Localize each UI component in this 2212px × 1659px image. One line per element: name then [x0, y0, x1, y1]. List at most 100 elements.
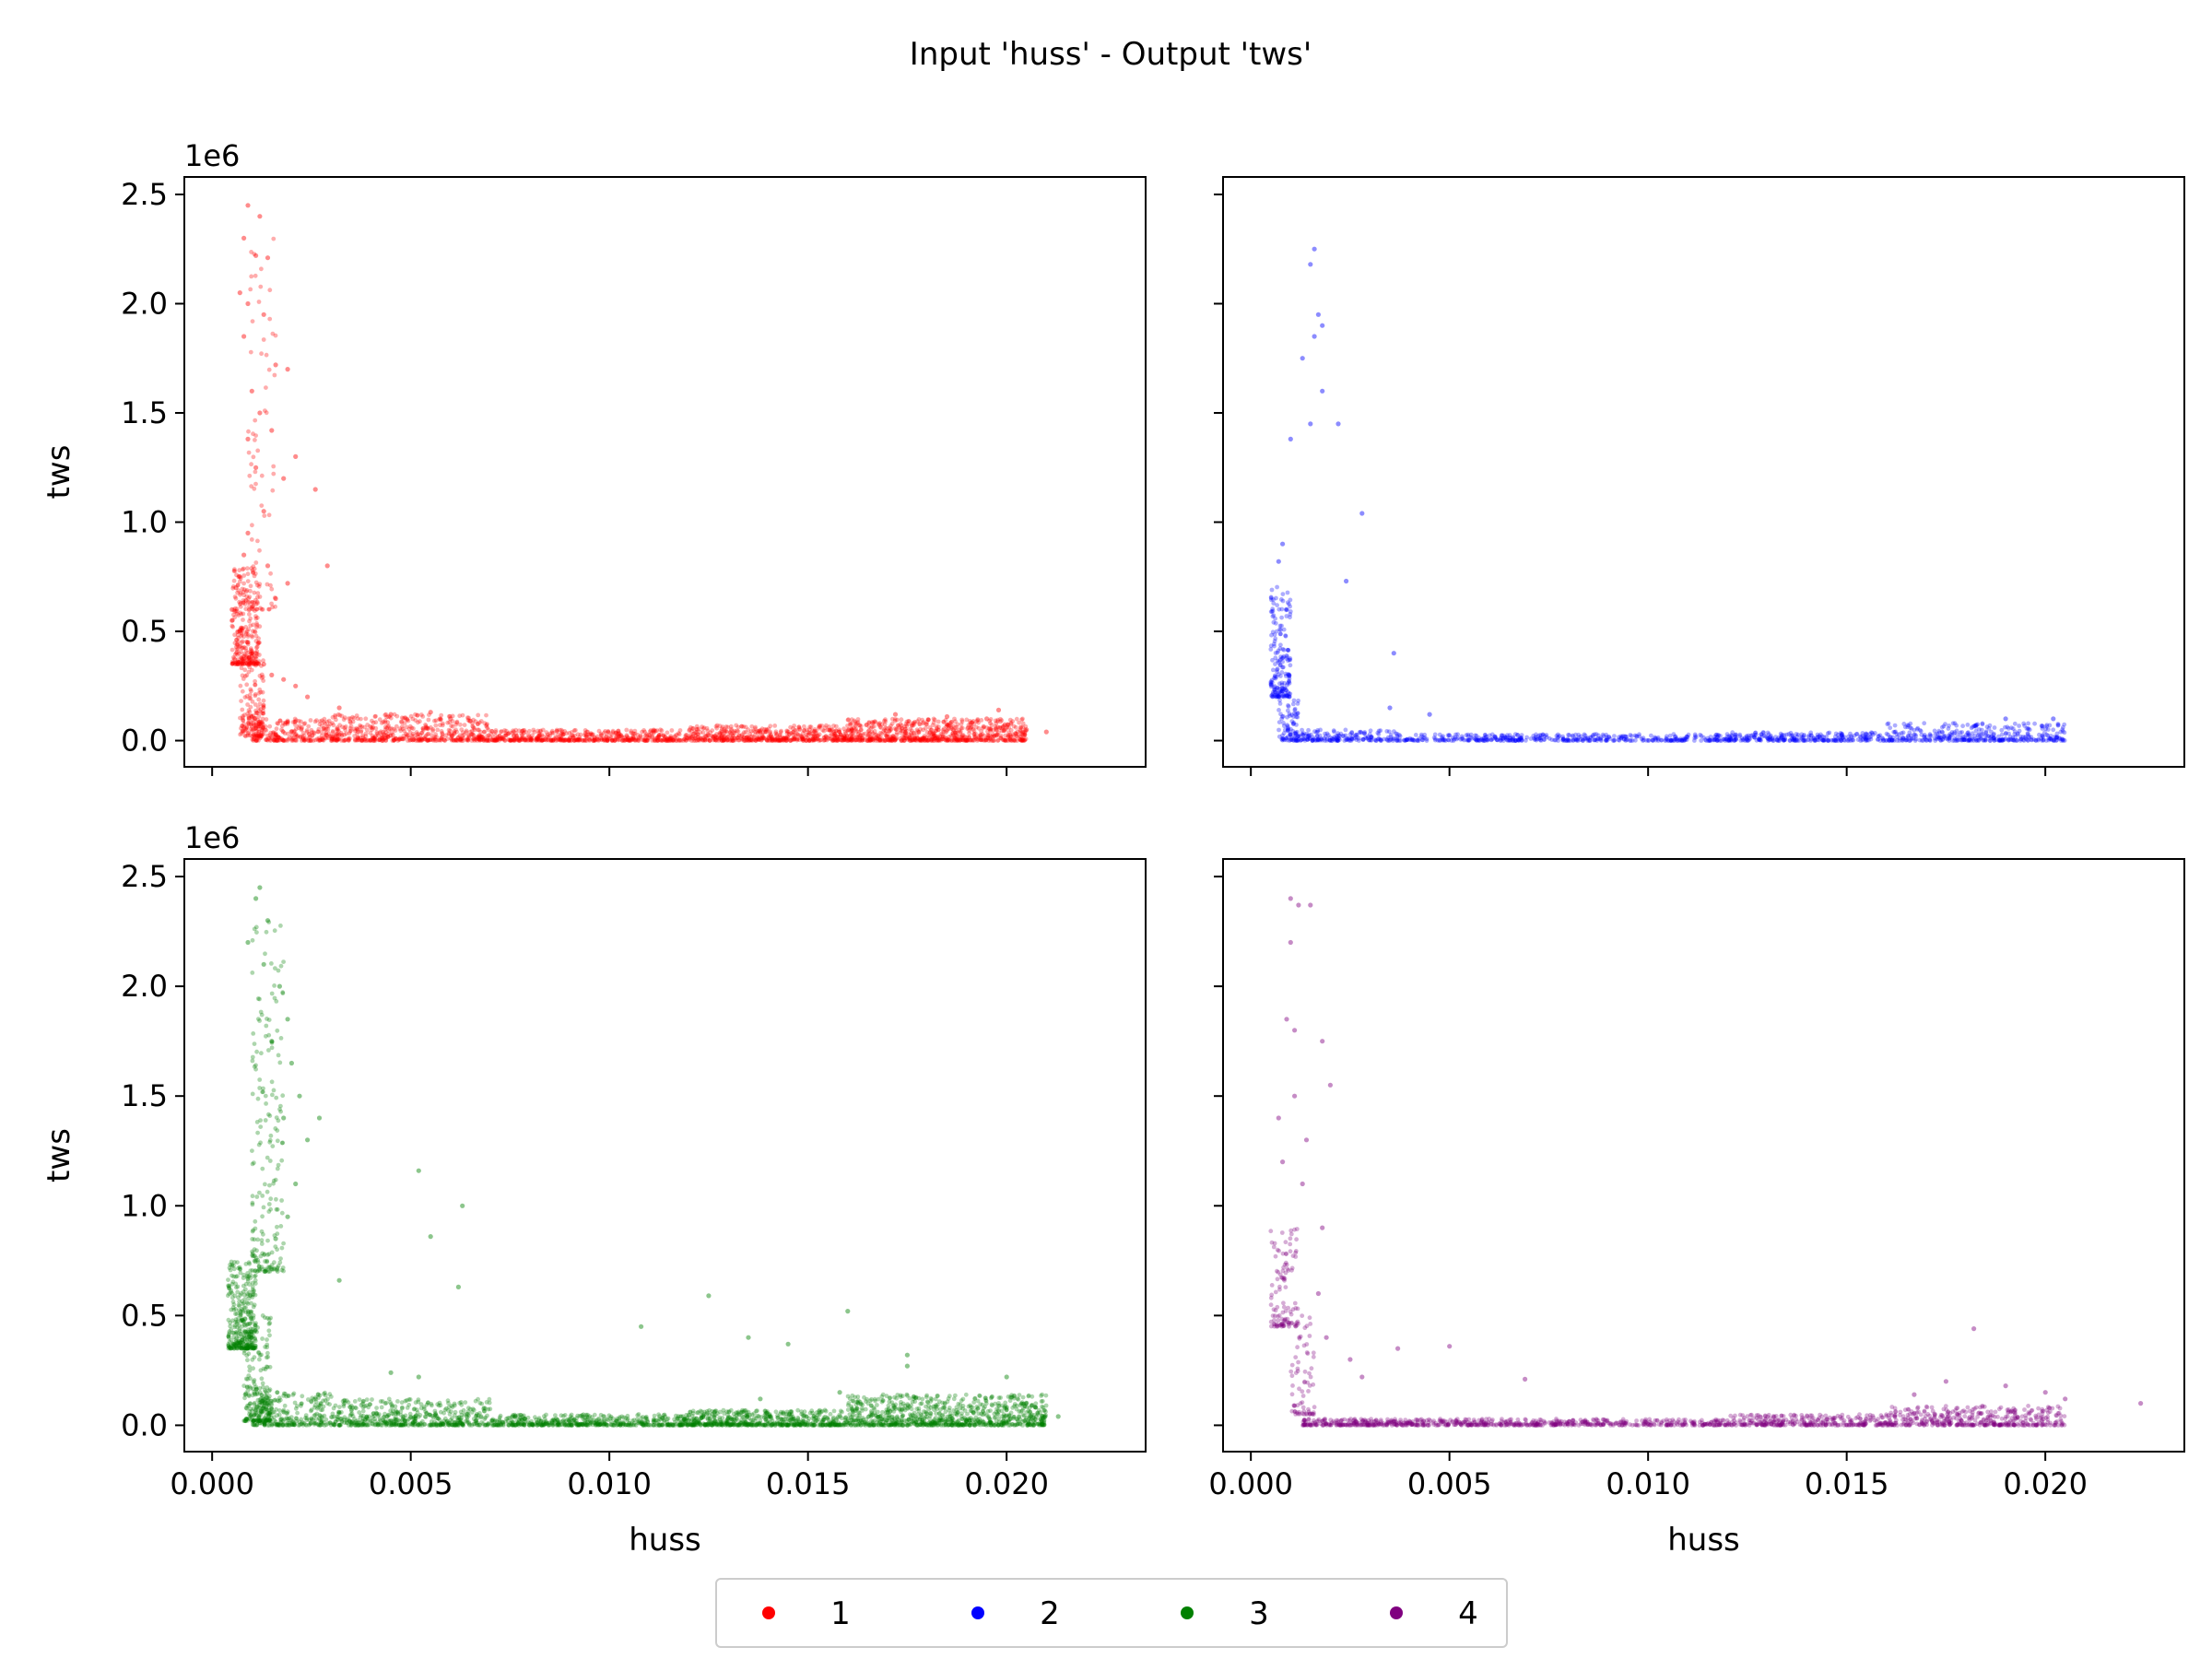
- data-point: [1596, 733, 1601, 738]
- data-point: [1899, 731, 1904, 735]
- data-point: [250, 605, 255, 609]
- data-point: [259, 266, 264, 272]
- data-point: [730, 738, 735, 743]
- data-point: [665, 730, 670, 735]
- data-point: [404, 731, 408, 736]
- data-point: [773, 731, 779, 735]
- data-point: [1347, 732, 1353, 737]
- data-point: [237, 662, 242, 666]
- data-point: [241, 652, 247, 656]
- data-point: [232, 569, 238, 573]
- data-point: [1936, 735, 1941, 740]
- data-point: [253, 663, 258, 668]
- data-point: [1318, 727, 1323, 733]
- data-point: [1699, 738, 1704, 743]
- data-point: [242, 695, 248, 700]
- data-point: [902, 731, 907, 736]
- data-point: [1927, 732, 1933, 737]
- data-point: [244, 661, 249, 665]
- data-point: [244, 724, 250, 729]
- data-point: [476, 727, 480, 733]
- data-point: [260, 675, 265, 679]
- data-point: [240, 662, 245, 666]
- data-point: [244, 657, 250, 663]
- data-point: [250, 699, 255, 704]
- y-tick-label: 2.0: [121, 286, 168, 321]
- data-point: [562, 737, 568, 743]
- data-point: [264, 717, 269, 722]
- data-point: [247, 733, 253, 738]
- data-point: [249, 688, 253, 694]
- data-point: [230, 1300, 236, 1304]
- data-point: [1892, 723, 1898, 728]
- data-point: [277, 718, 283, 724]
- data-point: [1277, 734, 1282, 739]
- data-point: [240, 626, 244, 631]
- data-point: [251, 656, 256, 661]
- data-point: [1947, 724, 1952, 728]
- data-point: [1949, 733, 1954, 737]
- data-point: [1492, 735, 1498, 739]
- data-point: [226, 1342, 231, 1347]
- data-point: [711, 737, 716, 743]
- data-point: [269, 601, 274, 606]
- data-point: [1020, 716, 1025, 722]
- data-point: [249, 661, 254, 666]
- data-point: [377, 737, 382, 742]
- data-point: [365, 727, 370, 733]
- data-point: [237, 629, 242, 634]
- data-point: [230, 1295, 235, 1300]
- data-point: [1277, 631, 1283, 637]
- data-point: [1013, 724, 1018, 730]
- data-point: [280, 729, 286, 734]
- data-point: [252, 723, 256, 728]
- data-point: [264, 352, 269, 358]
- data-point: [268, 738, 273, 743]
- data-point: [241, 656, 246, 662]
- data-point: [253, 616, 259, 621]
- data-point: [239, 625, 244, 630]
- data-point: [1917, 727, 1923, 733]
- data-point: [249, 653, 254, 658]
- data-point: [1284, 606, 1288, 612]
- data-point: [240, 586, 245, 592]
- data-point: [267, 288, 273, 293]
- data-point: [1291, 698, 1297, 703]
- data-point: [310, 734, 315, 739]
- data-point: [239, 612, 243, 617]
- data-point: [247, 1368, 253, 1373]
- data-point: [824, 735, 830, 740]
- data-point: [276, 738, 281, 743]
- data-point: [242, 602, 248, 606]
- data-point: [2050, 737, 2054, 743]
- data-point: [1833, 731, 1839, 736]
- data-point: [253, 682, 258, 688]
- data-point: [229, 662, 235, 666]
- data-point: [247, 1261, 253, 1266]
- data-point: [256, 724, 262, 729]
- data-point: [245, 641, 251, 647]
- data-point: [239, 625, 243, 630]
- data-point: [251, 661, 256, 666]
- data-point: [365, 723, 371, 727]
- data-point: [959, 725, 965, 731]
- data-point: [1854, 731, 1860, 736]
- data-point: [343, 724, 348, 729]
- data-point: [241, 713, 245, 719]
- data-point: [1955, 732, 1960, 737]
- data-point: [257, 709, 262, 713]
- data-point: [246, 627, 252, 632]
- data-point: [347, 719, 353, 724]
- data-point: [254, 710, 259, 715]
- data-point: [1300, 356, 1305, 361]
- data-point: [259, 606, 265, 612]
- data-point: [690, 726, 696, 731]
- data-point: [462, 723, 467, 727]
- data-point: [246, 450, 252, 455]
- data-point: [548, 737, 554, 743]
- data-point: [1611, 738, 1617, 743]
- data-point: [847, 737, 853, 743]
- data-point: [253, 580, 259, 585]
- data-point: [246, 713, 252, 719]
- data-point: [229, 606, 235, 612]
